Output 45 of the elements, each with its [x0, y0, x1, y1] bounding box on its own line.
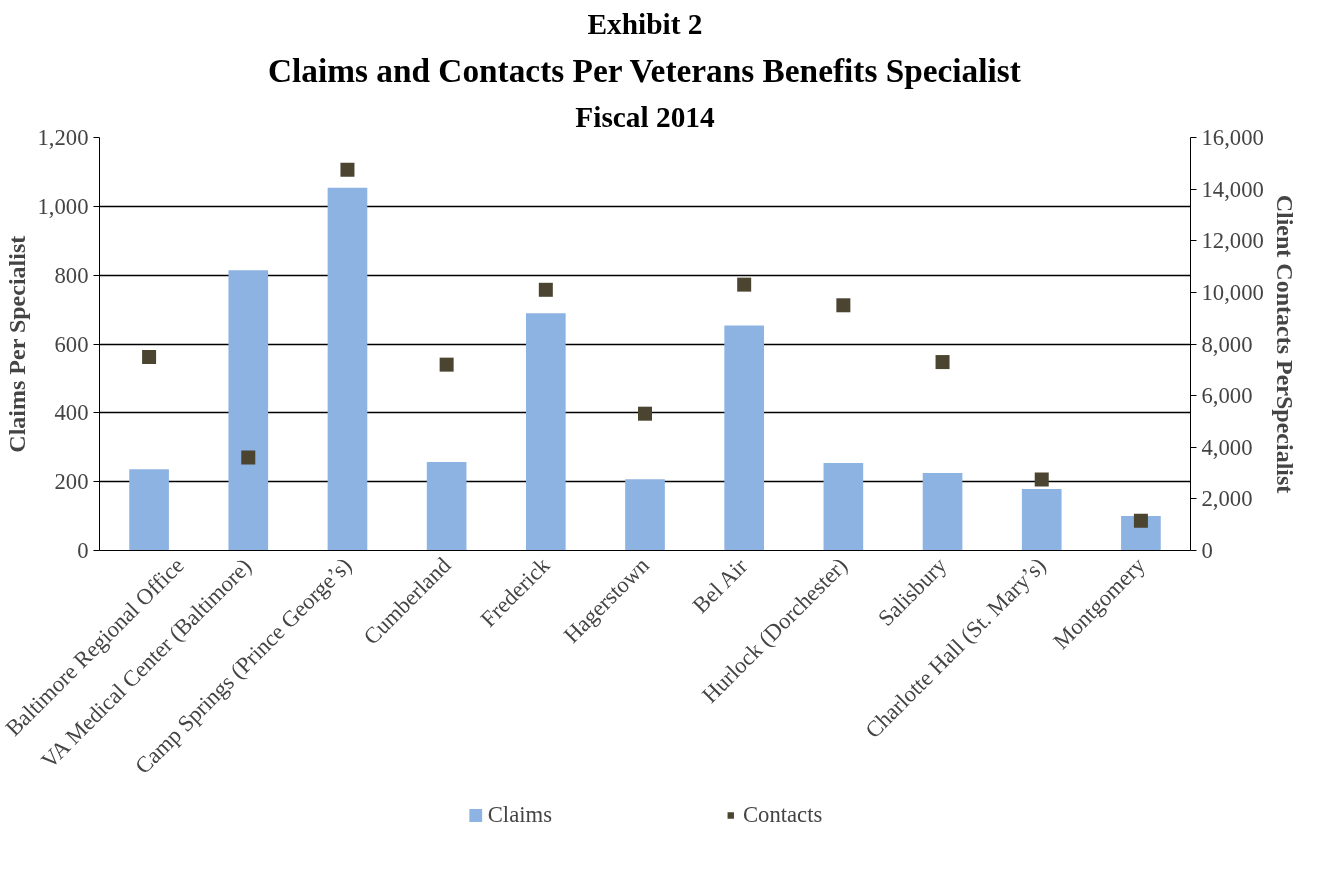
y2-tick-label: 12,000 — [1201, 228, 1264, 254]
bar — [426, 462, 467, 551]
bar — [1021, 488, 1062, 551]
point — [439, 357, 454, 372]
y2-tick-label: 16,000 — [1201, 125, 1264, 150]
bar — [525, 313, 566, 551]
y2-tick-label: 4,000 — [1201, 434, 1253, 460]
y-tick-label: 1,200 — [37, 125, 89, 150]
legend-label: Contacts — [742, 802, 823, 828]
point — [142, 349, 157, 364]
bar — [129, 469, 169, 551]
y2-axis-title: Client Contacts PerSpecialist — [1271, 194, 1298, 494]
y-tick-label: 800 — [54, 262, 89, 288]
x-tick-label: Bel Air — [687, 553, 753, 618]
y2-tick-label: 10,000 — [1201, 279, 1264, 305]
y2-tick-label: 8,000 — [1201, 331, 1253, 357]
legend-label: Claims — [487, 802, 552, 828]
chart-subtitle: Fiscal 2014 — [575, 100, 715, 133]
point — [638, 406, 652, 421]
y-tick-label: 0 — [77, 538, 89, 563]
point — [241, 450, 256, 465]
point — [340, 162, 355, 177]
text: Exhibit 2 — [587, 7, 703, 40]
point — [538, 282, 553, 297]
y-tick-label: 200 — [54, 469, 89, 495]
y-tick-label: 400 — [54, 400, 89, 426]
y2-tick-label: 2,000 — [1201, 486, 1253, 512]
y-tick-label: 1,000 — [37, 193, 89, 219]
bar — [327, 187, 368, 551]
y-tick-label: 600 — [54, 331, 89, 357]
y2-tick-label: 6,000 — [1201, 383, 1253, 409]
point — [1034, 472, 1049, 487]
y2-tick-label: 14,000 — [1201, 176, 1264, 202]
point — [1133, 513, 1148, 528]
point — [836, 298, 851, 313]
point — [935, 355, 950, 370]
bar — [922, 473, 963, 551]
bar — [228, 270, 269, 551]
y2-tick-label: 0 — [1201, 538, 1213, 563]
y-axis-title: Claims Per Specialist — [3, 235, 30, 453]
bar — [625, 479, 665, 551]
bar — [823, 463, 864, 551]
bar — [724, 325, 765, 551]
point — [737, 277, 752, 292]
chart-title: Claims and Contacts Per Veterans Benefits Specialist — [267, 51, 1021, 89]
